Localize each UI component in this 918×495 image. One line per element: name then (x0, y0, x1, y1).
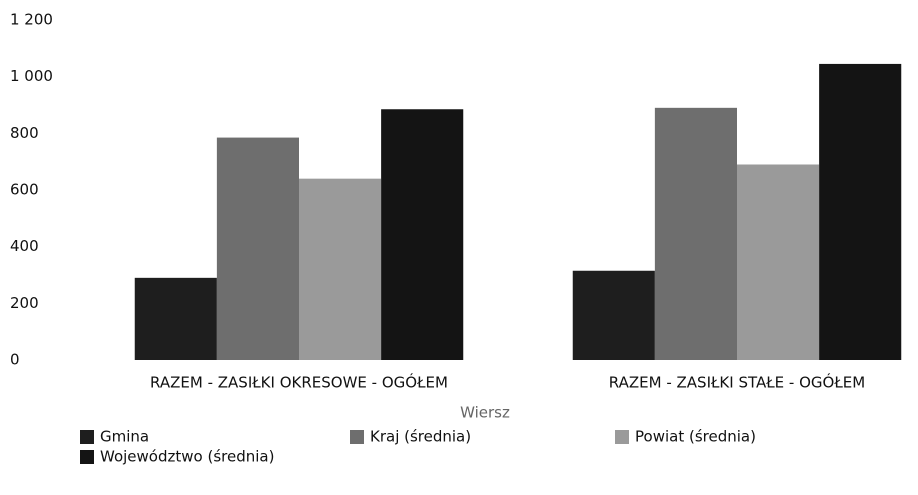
x-axis-label: Wiersz (460, 404, 510, 422)
legend-swatch (615, 430, 629, 444)
y-tick-label: 400 (10, 237, 39, 255)
bar (572, 270, 655, 360)
y-tick-label: 0 (10, 351, 20, 369)
legend-label: Powiat (średnia) (635, 428, 756, 446)
y-tick-label: 200 (10, 294, 39, 312)
y-tick-label: 800 (10, 124, 39, 142)
x-tick-label: RAZEM - ZASIŁKI OKRESOWE - OGÓŁEM (150, 373, 448, 392)
bar (819, 63, 902, 361)
y-tick-label: 600 (10, 181, 39, 199)
y-tick-label: 1 000 (10, 67, 53, 85)
bar (654, 107, 737, 360)
bar (134, 277, 217, 360)
bar (737, 164, 820, 360)
bar (381, 109, 464, 360)
legend-label: Kraj (średnia) (370, 428, 471, 446)
x-tick-label: RAZEM - ZASIŁKI STAŁE - OGÓŁEM (609, 373, 865, 392)
bar (216, 137, 299, 360)
legend-swatch (350, 430, 364, 444)
legend-label: Województwo (średnia) (100, 448, 274, 466)
bar (299, 178, 382, 360)
y-tick-label: 1 200 (10, 11, 53, 29)
legend-swatch (80, 450, 94, 464)
legend-swatch (80, 430, 94, 444)
legend-label: Gmina (100, 428, 149, 446)
